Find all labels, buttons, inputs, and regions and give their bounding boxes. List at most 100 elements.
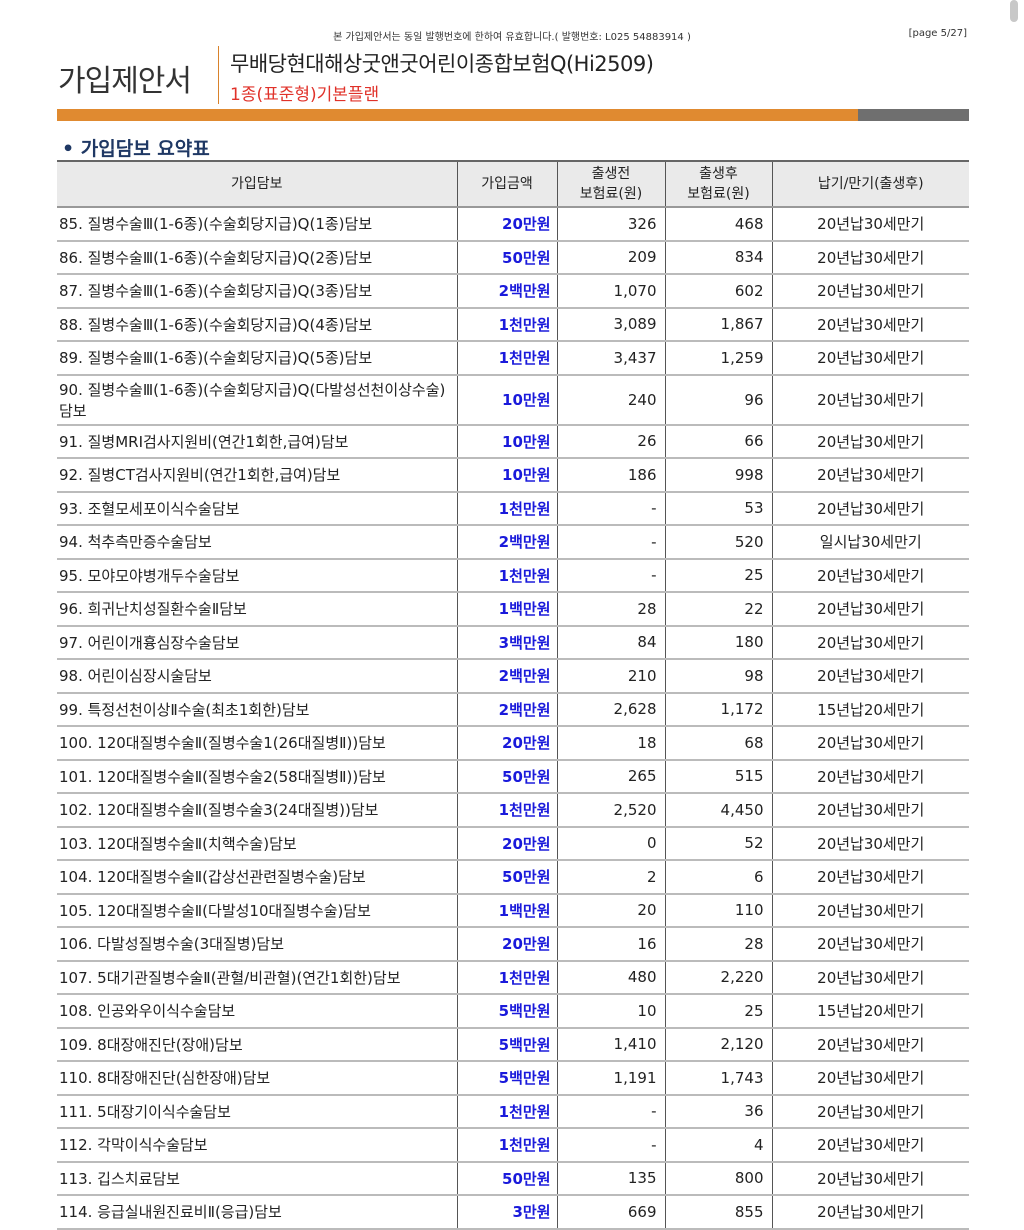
coverage-name: 102. 120대질병수술Ⅱ(질병수술3(24대질병))담보 [57,793,457,828]
coverage-name: 93. 조혈모세포이식수술담보 [57,491,457,526]
premium-before-birth: 20 [556,893,665,928]
premium-after-birth: 6 [664,860,772,895]
payment-term: 20년납30세만기 [771,726,969,761]
coverage-name: 99. 특정선천이상Ⅱ수술(최초1회한)담보 [57,692,457,727]
table-row: 100. 120대질병수술Ⅱ(질병수술1(26대질병Ⅱ))담보 20만원 18 68 2… [57,726,969,761]
coverage-name: 88. 질병수술Ⅲ(1-6종)(수술회당지급)Q(4종)담보 [57,307,457,342]
premium-before-birth: 28 [556,592,665,627]
premium-after-birth: 98 [664,659,772,694]
coverage-amount: 5백만원 [456,1061,557,1096]
premium-before-birth: 326 [556,207,665,242]
coverage-name: 106. 다발성질병수술(3대질병)담보 [57,927,457,962]
coverage-amount: 20만원 [456,207,557,242]
payment-term: 20년납30세만기 [771,793,969,828]
coverage-name: 101. 120대질병수술Ⅱ(질병수술2(58대질병Ⅱ))담보 [57,759,457,794]
premium-before-birth: 1,410 [556,1027,665,1062]
premium-after-birth: 800 [664,1161,772,1196]
coverage-name: 91. 질병MRI검사지원비(연간1회한,급여)담보 [57,424,457,459]
table-row: 109. 8대장애진단(장애)담보 5백만원 1,410 2,120 20년납30세만기 [57,1027,969,1062]
premium-after-birth: 515 [664,759,772,794]
payment-term: 20년납30세만기 [771,1128,969,1163]
coverage-name: 96. 희귀난치성질환수술Ⅱ담보 [57,592,457,627]
table-row: 108. 인공와우이식수술담보 5백만원 10 25 15년납20세만기 [57,994,969,1029]
premium-before-birth: 1,070 [556,274,665,309]
payment-term: 20년납30세만기 [771,759,969,794]
coverage-name: 110. 8대장애진단(심한장애)담보 [57,1061,457,1096]
coverage-amount: 2백만원 [456,274,557,309]
coverage-name: 98. 어린이심장시술담보 [57,659,457,694]
premium-after-birth: 4 [664,1128,772,1163]
table-row: 87. 질병수술Ⅲ(1-6종)(수술회당지급)Q(3종)담보 2백만원 1,070 6… [57,274,969,309]
premium-before-birth: 186 [556,458,665,493]
coverage-amount: 3만원 [456,1195,557,1230]
table-row: 86. 질병수술Ⅲ(1-6종)(수술회당지급)Q(2종)담보 50만원 209 834… [57,240,969,275]
payment-term: 20년납30세만기 [771,207,969,242]
premium-before-birth: - [556,558,665,593]
payment-term: 20년납30세만기 [771,826,969,861]
coverage-amount: 1천만원 [456,307,557,342]
table-header: 가입담보 가입금액 출생전 보험료(원) 출생후 보험료(원) 납기/만기(출생… [57,160,969,208]
premium-before-birth: - [556,525,665,560]
table-row: 103. 120대질병수술Ⅱ(치핵수술)담보 20만원 0 52 20년납30세만기 [57,826,969,861]
premium-before-birth: 480 [556,960,665,995]
premium-after-birth: 998 [664,458,772,493]
table-row: 114. 응급실내원진료비Ⅱ(응급)담보 3만원 669 855 20년납30세만기 [57,1195,969,1230]
table-row: 106. 다발성질병수술(3대질병)담보 20만원 16 28 20년납30세만기 [57,927,969,962]
premium-after-birth: 66 [664,424,772,459]
validity-notice: 본 가입제안서는 동일 발행번호에 한하여 유효합니다.( 발행번호: L025… [333,32,691,43]
payment-term: 20년납30세만기 [771,592,969,627]
premium-after-birth: 22 [664,592,772,627]
premium-before-birth: 210 [556,659,665,694]
coverage-amount: 1천만원 [456,558,557,593]
payment-term: 일시납30세만기 [771,525,969,560]
coverage-amount: 10만원 [456,458,557,493]
premium-after-birth: 1,867 [664,307,772,342]
premium-before-birth: 209 [556,240,665,275]
premium-after-birth: 602 [664,274,772,309]
coverage-amount: 1천만원 [456,960,557,995]
payment-term: 15년납20세만기 [771,994,969,1029]
coverage-amount: 10만원 [456,424,557,459]
table-row: 101. 120대질병수술Ⅱ(질병수술2(58대질병Ⅱ))담보 50만원 265 51… [57,759,969,794]
premium-after-birth: 52 [664,826,772,861]
coverage-amount: 1천만원 [456,793,557,828]
coverage-name: 87. 질병수술Ⅲ(1-6종)(수술회당지급)Q(3종)담보 [57,274,457,309]
coverage-name: 95. 모야모야병개두수술담보 [57,558,457,593]
premium-after-birth: 1,743 [664,1061,772,1096]
coverage-name: 111. 5대장기이식수술담보 [57,1094,457,1129]
payment-term: 20년납30세만기 [771,860,969,895]
coverage-name: 113. 깁스치료담보 [57,1161,457,1196]
coverage-name: 92. 질병CT검사지원비(연간1회한,급여)담보 [57,458,457,493]
payment-term: 20년납30세만기 [771,274,969,309]
table-row: 110. 8대장애진단(심한장애)담보 5백만원 1,191 1,743 20년납30세… [57,1061,969,1096]
premium-after-birth: 4,450 [664,793,772,828]
coverage-amount: 50만원 [456,240,557,275]
col-term: 납기/만기(출생후) [771,160,969,208]
premium-before-birth: 2 [556,860,665,895]
premium-before-birth: 84 [556,625,665,660]
table-row: 99. 특정선천이상Ⅱ수술(최초1회한)담보 2백만원 2,628 1,172 15년납… [57,692,969,727]
premium-before-birth: 3,437 [556,341,665,376]
payment-term: 20년납30세만기 [771,1027,969,1062]
table-row: 94. 척추측만증수술담보 2백만원 -520 일시납30세만기 [57,525,969,560]
payment-term: 20년납30세만기 [771,960,969,995]
coverage-amount: 20만원 [456,826,557,861]
coverage-amount: 1천만원 [456,491,557,526]
table-row: 96. 희귀난치성질환수술Ⅱ담보 1백만원 28 22 20년납30세만기 [57,592,969,627]
coverage-amount: 10만원 [456,374,557,426]
table-row: 85. 질병수술Ⅲ(1-6종)(수술회당지급)Q(1종)담보 20만원 326 468… [57,207,969,242]
table-row: 88. 질병수술Ⅲ(1-6종)(수술회당지급)Q(4종)담보 1천만원 3,089 1… [57,307,969,342]
premium-after-birth: 180 [664,625,772,660]
payment-term: 20년납30세만기 [771,1195,969,1230]
coverage-amount: 5백만원 [456,994,557,1029]
premium-before-birth: 3,089 [556,307,665,342]
table-row: 112. 각막이식수술담보 1천만원 -4 20년납30세만기 [57,1128,969,1163]
premium-before-birth: 0 [556,826,665,861]
premium-before-birth: - [556,1128,665,1163]
coverage-amount: 50만원 [456,759,557,794]
payment-term: 20년납30세만기 [771,341,969,376]
payment-term: 20년납30세만기 [771,458,969,493]
coverage-name: 105. 120대질병수술Ⅱ(다발성10대질병수술)담보 [57,893,457,928]
scrollbar[interactable] [1010,0,1018,22]
payment-term: 20년납30세만기 [771,1061,969,1096]
